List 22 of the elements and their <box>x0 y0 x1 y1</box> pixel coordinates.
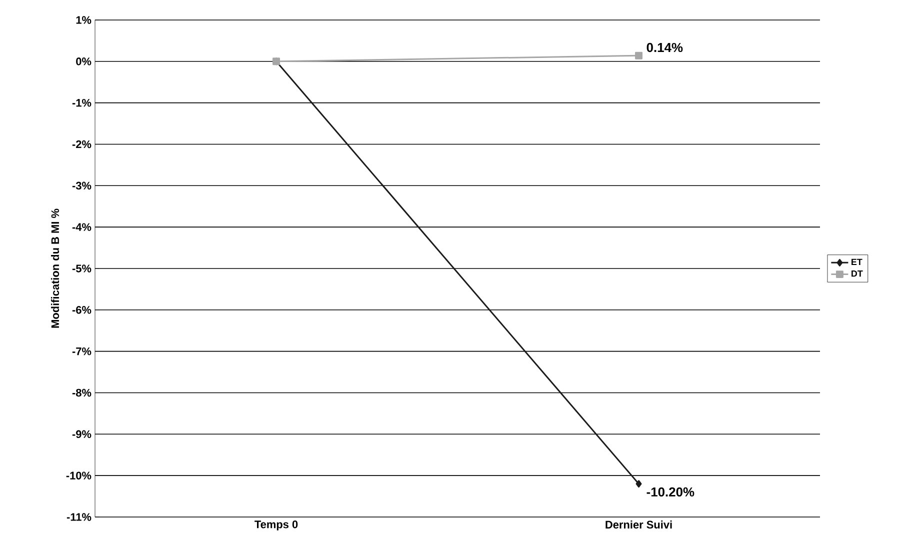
point <box>636 480 642 488</box>
legend-label: ET <box>852 258 862 265</box>
y-tick-label: -3% <box>72 182 92 190</box>
y-tick-label: -6% <box>72 306 92 314</box>
y-tick-label: -7% <box>72 347 92 356</box>
data-label: -10.20% <box>646 487 694 497</box>
y-tick-label: 1% <box>76 16 92 24</box>
y-tick-label: -2% <box>72 140 92 148</box>
point <box>635 52 642 60</box>
x-tick-label: Temps 0 <box>254 520 298 530</box>
x-tick-label: Dernier Suivi <box>606 520 672 529</box>
y-tick-label: 0% <box>76 58 92 66</box>
y-tick-label: -4% <box>72 223 92 231</box>
y-tick-label: -9% <box>72 430 92 438</box>
data-label: 0.14% <box>646 42 683 52</box>
y-tick-label: -10% <box>66 472 92 480</box>
y-tick-label: -8% <box>72 388 92 397</box>
y-tick-label: -11% <box>66 513 92 521</box>
y-tick-label: -5% <box>72 264 92 272</box>
y-axis-title: Modification du B MI % <box>51 208 60 328</box>
legend-label: DT <box>852 270 863 277</box>
y-tick-label: -1% <box>72 98 92 107</box>
